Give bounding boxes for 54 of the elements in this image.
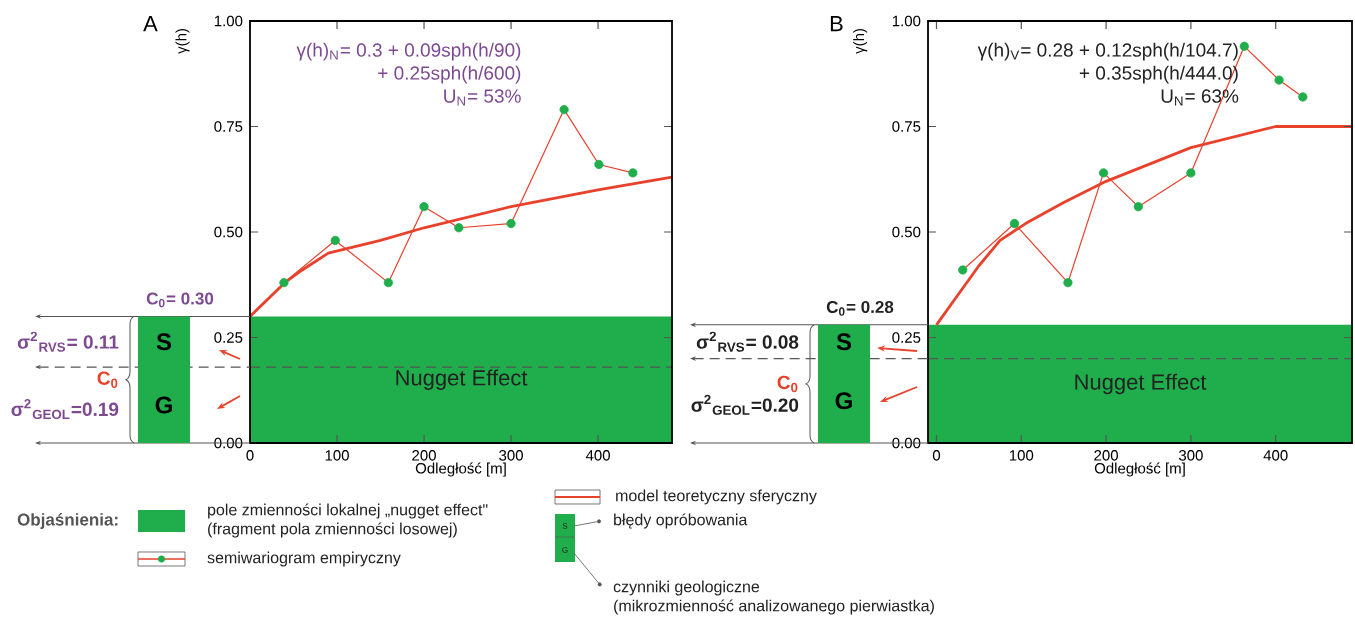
- annotation: γ(h)$_{N}$= 0.3 + 0.09sph(h/90): [296, 42, 521, 61]
- y-tick-label: 0.25: [214, 332, 243, 343]
- y-tick-label: 0.75: [892, 121, 921, 132]
- annotation: U$_{N}$= 53%: [444, 89, 521, 106]
- x-tick-label: 400: [1263, 450, 1288, 461]
- band-label: Nugget Effect: [1075, 373, 1207, 395]
- text: C$_{0}$= 0.28: [826, 301, 894, 316]
- y-tick-label: 0.50: [892, 226, 921, 238]
- x-tick-label: 200: [412, 450, 436, 461]
- y-tick-label: 1.00: [892, 15, 921, 27]
- text: Objaśnienia:: [17, 512, 118, 529]
- text: (mikrozmienność analizowanego pierwiastka): [614, 599, 934, 615]
- y-tick-label: 0.50: [214, 226, 243, 238]
- text: G: [835, 392, 852, 410]
- x-tick-label: 0: [932, 450, 941, 461]
- text: (fragment pola zmienności losowej): [208, 522, 457, 538]
- y-tick-label: 0.25: [892, 332, 921, 343]
- chart-title: A: [143, 16, 158, 32]
- annotation: + 0.25sph(h/600): [378, 65, 521, 84]
- text: S: [156, 333, 172, 351]
- annotation: γ(h)$_{V}$= 0.28 + 0.12sph(h/104.7): [977, 42, 1238, 61]
- text: model teoretyczny sferyczny: [616, 489, 817, 505]
- x-tick-label: 400: [585, 450, 610, 461]
- text: czynniki geologiczne: [613, 580, 760, 596]
- text: S: [836, 333, 852, 351]
- y-tick-label: 0.00: [892, 437, 921, 449]
- chart-title: B: [830, 16, 843, 32]
- text: C$_{0}$: [777, 375, 798, 393]
- x-tick-label: 100: [1009, 450, 1034, 461]
- text: C$_{0}$= 0.30: [146, 292, 214, 308]
- x-tick-label: 300: [1178, 450, 1203, 461]
- x-axis-title: Odległość [m]: [1094, 462, 1185, 477]
- text: σ$^{2}$$_{GEOL}$=0.19: [11, 398, 119, 420]
- text: σ$^{2}$$_{RVS}$= 0.11: [17, 331, 119, 352]
- y-axis-title: γ(h): [853, 28, 868, 54]
- text: σ$^{2}$$_{RVS}$= 0.08: [696, 331, 799, 352]
- text: semiwariogram empiryczny: [207, 551, 401, 567]
- y-axis-title: γ(h): [175, 28, 190, 54]
- text: G: [562, 547, 568, 553]
- text: błędy opróbowania: [614, 513, 748, 529]
- text: σ$^{2}$$_{GEOL}$=0.20: [691, 394, 799, 415]
- y-tick-label: 0.00: [214, 437, 243, 449]
- text: G: [155, 396, 172, 414]
- text: pole zmienności lokalnej „nugget effect": [208, 503, 488, 519]
- x-tick-label: 300: [499, 450, 523, 461]
- x-tick-label: 0: [246, 450, 254, 461]
- y-tick-label: 0.75: [214, 121, 243, 132]
- x-axis-title: Odległość [m]: [415, 462, 506, 477]
- x-tick-label: 100: [325, 450, 349, 461]
- band-label: Nugget Effect: [396, 369, 528, 390]
- y-tick-label: 1.00: [214, 15, 243, 27]
- text: C$_{0}$: [97, 371, 118, 388]
- text: S: [562, 523, 568, 529]
- x-tick-label: 200: [1094, 450, 1118, 461]
